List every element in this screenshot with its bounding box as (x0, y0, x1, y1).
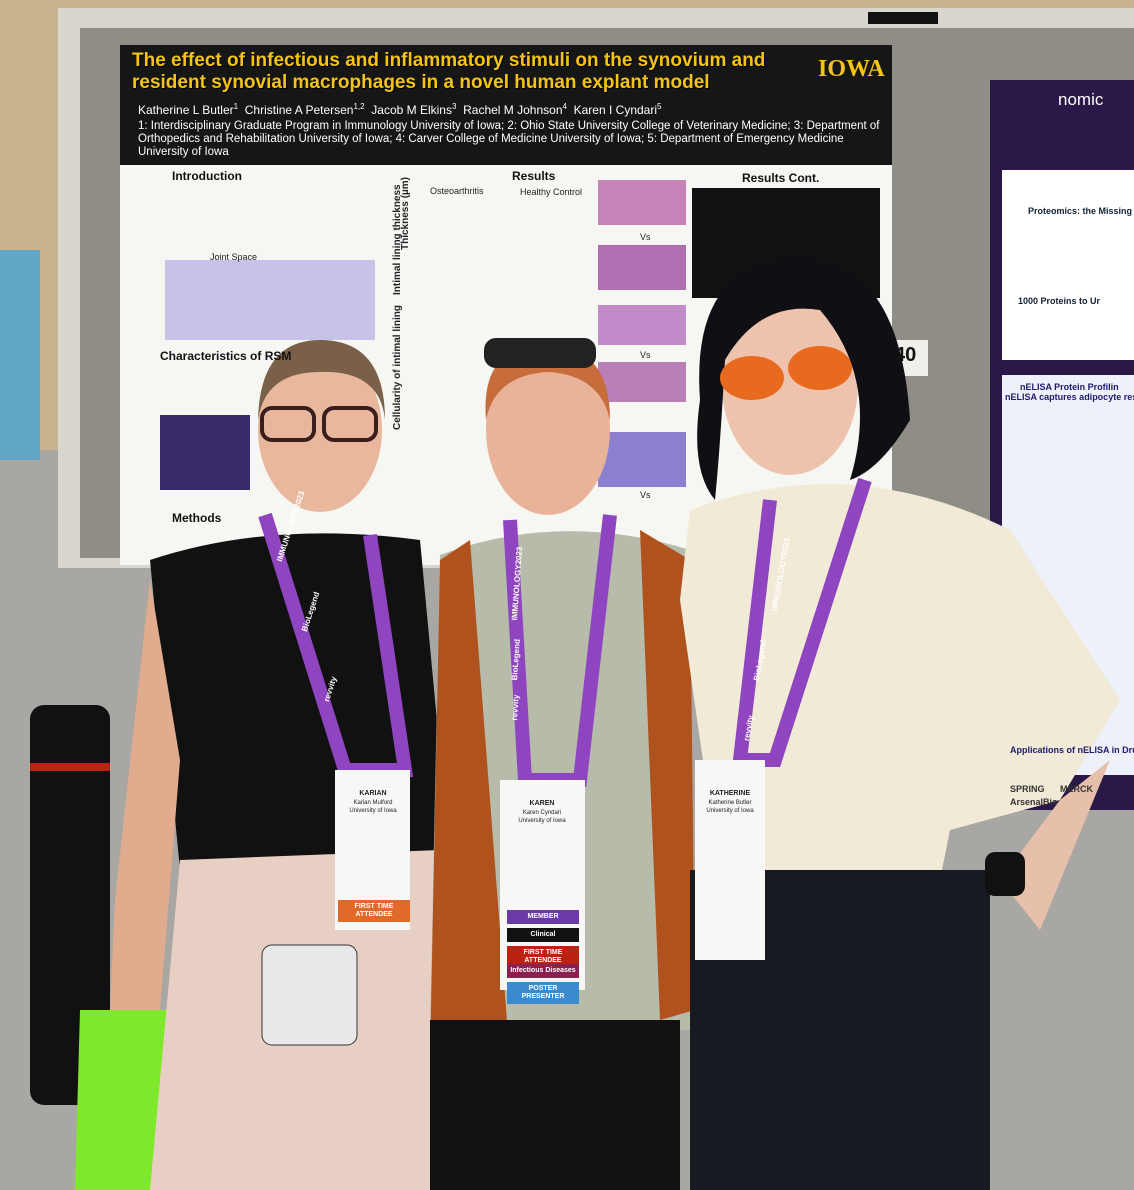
section-heading: Methods (172, 511, 222, 525)
glasses (260, 406, 316, 442)
histology (598, 305, 686, 345)
histology (598, 362, 686, 402)
badge-ribbon: Clinical (507, 928, 579, 943)
lanyard-print: revvity (510, 694, 521, 721)
board-number: 40 (894, 344, 917, 366)
panel-label: Vs (640, 350, 651, 360)
micrograph (160, 415, 250, 490)
badge-ribbon: FIRST TIME ATTENDEE (507, 946, 579, 969)
poster-tube (30, 705, 110, 1105)
author-affiliation: 4 (562, 102, 567, 111)
author-affiliation: 1 (233, 102, 239, 111)
poster-logo: IOWA (818, 56, 885, 82)
panel-label: Healthy Control (520, 187, 583, 197)
badge (695, 760, 765, 960)
glasses (322, 406, 378, 442)
poster-affiliations: 1: Interdisciplinary Graduate Program in… (138, 120, 880, 159)
distant-booth (0, 250, 40, 460)
poster-authors: Katherine L Butler1 Christine A Petersen… (138, 102, 878, 118)
diagram (165, 260, 375, 340)
hair (258, 340, 385, 420)
author-affiliation: 3 (451, 102, 457, 111)
hair (697, 258, 910, 500)
badge-first-name: KAREN (529, 800, 555, 807)
poster-title: The effect of infectious and inflammator… (132, 50, 766, 93)
section-heading: Characteristics of RSM (160, 349, 292, 363)
badge-organization: University of Iowa (706, 808, 754, 814)
panel-label: Vs (640, 490, 651, 500)
sunglasses (484, 338, 596, 368)
cream-shirt (680, 484, 1120, 880)
author: Christine A Petersen (244, 103, 354, 117)
sponsor: MERCK (1060, 784, 1093, 794)
author-affiliation: 5 (657, 102, 662, 111)
watch (985, 852, 1025, 896)
side-heading: Proteomics: the Missing - (1028, 206, 1134, 216)
badge-ribbon: POSTER PRESENTER (507, 982, 579, 1005)
tinted-glasses (788, 346, 852, 390)
side-brand: nomic (1058, 90, 1104, 109)
author: Karen I Cyndari (573, 103, 657, 117)
tube-band (30, 763, 110, 771)
face (486, 345, 610, 515)
side-heading: Applications of nELISA in Drug (1010, 745, 1134, 755)
board-clip (868, 12, 938, 24)
scarf (430, 540, 510, 1060)
section-heading: Introduction (172, 169, 242, 183)
badge-ribbon: FIRST TIME ATTENDEE (338, 900, 410, 923)
author: Rachel M Johnson (463, 103, 563, 117)
badge-organization: University of Iowa (518, 818, 566, 824)
badge-ribbon: Infectious Diseases (507, 964, 579, 979)
author-affiliation: 1,2 (353, 102, 365, 111)
badge-full-name: Karian Mulford (353, 800, 393, 806)
histology (598, 180, 686, 225)
badge-ribbon: MEMBER (507, 910, 579, 925)
arm (110, 580, 180, 1010)
panel-label: Cellularity of intimal lining (392, 304, 403, 430)
side-heading: nELISA Protein Profilin (1020, 382, 1119, 392)
panel-label: Osteoarthritis (430, 186, 484, 196)
panel-label: Vs (640, 232, 651, 242)
scarf (640, 530, 695, 1020)
black-shorts (430, 1020, 680, 1190)
sponsor: ArsenalBio (1010, 797, 1058, 807)
author: Jacob M Elkins (371, 103, 452, 117)
tinted-glasses (720, 356, 784, 400)
side-panel (1002, 170, 1134, 360)
side-heading: 1000 Proteins to Ur (1018, 296, 1101, 306)
panel-label: Thickness (µm) (400, 176, 411, 250)
badge-organization: University of Iowa (349, 808, 397, 814)
arm (1000, 760, 1110, 930)
badge-first-name: KARIAN (359, 790, 387, 797)
section-heading: Results (512, 169, 556, 183)
face (258, 348, 382, 512)
panel-label: Joint Space (210, 252, 258, 262)
poster-header (120, 45, 892, 165)
sponsor: SPRING (1010, 784, 1045, 794)
badge-full-name: Karen Cyndari (522, 810, 562, 816)
badge-first-name: KATHERINE (709, 790, 751, 797)
section-heading: Results Cont. (742, 171, 820, 185)
histology (598, 245, 686, 290)
badge-full-name: Katherine Butler (708, 800, 752, 806)
side-heading: nELISA captures adipocyte responses t (1005, 392, 1134, 402)
histology (598, 432, 686, 487)
author: Katherine L Butler (138, 103, 234, 117)
face (722, 295, 858, 475)
crossbody-bag (261, 944, 358, 1046)
